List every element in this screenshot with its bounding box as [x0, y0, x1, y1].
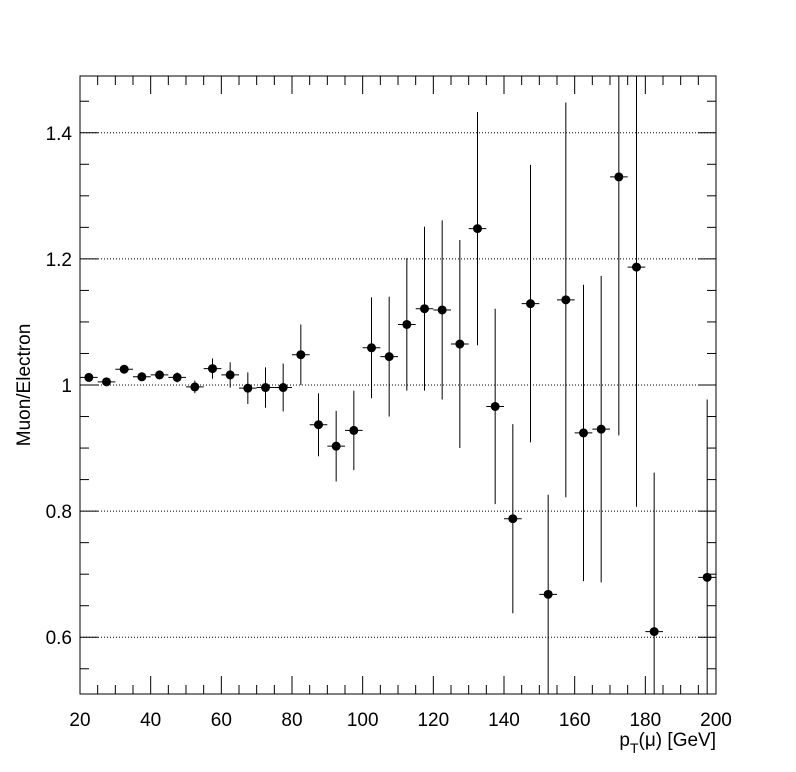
x-axis-title-sub: T	[630, 740, 639, 756]
x-tick-label: 120	[417, 710, 449, 731]
x-tick-label: 20	[69, 710, 90, 731]
y-tick-label: 1.2	[46, 250, 72, 271]
data-point	[261, 383, 270, 393]
data-point	[137, 372, 147, 382]
data-point	[208, 364, 217, 374]
data-point	[437, 305, 447, 315]
data-point	[420, 304, 429, 314]
data-points	[84, 172, 712, 637]
data-point	[190, 382, 200, 392]
data-point	[349, 425, 359, 435]
data-point	[473, 224, 482, 234]
data-point	[649, 627, 659, 637]
x-tick-labels: 20 40 60 80 100 120 140 160 180 200	[69, 710, 731, 731]
data-point	[243, 383, 253, 393]
data-point	[455, 339, 465, 349]
data-point	[102, 377, 111, 387]
data-point	[508, 514, 518, 524]
data-point	[367, 343, 376, 353]
y-tick-label: 1.4	[46, 124, 73, 145]
x-tick-label: 40	[140, 710, 161, 731]
x-axis-title-rest: (μ) [GeV]	[639, 730, 716, 751]
x-tick-label: 180	[629, 710, 661, 731]
data-point	[296, 350, 306, 360]
data-point	[331, 441, 341, 451]
plot-frame	[79, 75, 717, 695]
x-tick-label: 140	[488, 710, 520, 731]
data-point	[155, 370, 164, 380]
y-tick-label: 0.8	[46, 502, 72, 523]
x-axis-title-base: p	[619, 730, 630, 751]
data-point	[172, 372, 182, 382]
data-point	[314, 420, 323, 430]
data-point	[526, 299, 535, 309]
data-point	[596, 424, 606, 434]
data-point	[561, 295, 571, 305]
x-tick-label: 80	[281, 710, 302, 731]
grid-lines	[80, 132, 716, 638]
data-point	[278, 383, 288, 393]
data-point	[579, 428, 588, 438]
data-point	[702, 572, 712, 582]
data-point	[402, 319, 412, 329]
y-axis-title: Muon/Electron	[14, 324, 35, 447]
x-tick-label: 200	[700, 710, 732, 731]
y-tick-label: 1	[61, 376, 72, 397]
data-point	[84, 372, 94, 382]
y-tick-label: 0.6	[46, 628, 72, 649]
y-tick-labels: 0.6 0.8 1 1.2 1.4	[46, 124, 73, 649]
data-point	[490, 401, 500, 411]
data-point	[225, 370, 235, 380]
data-point	[384, 352, 394, 362]
x-tick-label: 160	[559, 710, 591, 731]
data-point	[119, 364, 129, 374]
data-point	[614, 172, 624, 182]
x-tick-label: 60	[211, 710, 232, 731]
x-axis-title: pT(μ) [GeV]	[619, 730, 716, 756]
data-point	[632, 262, 641, 272]
x-tick-label: 100	[347, 710, 379, 731]
data-point	[543, 589, 553, 599]
